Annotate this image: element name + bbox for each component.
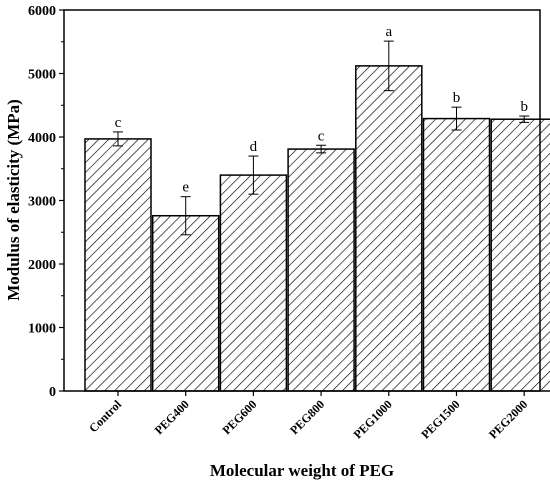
y-tick-label: 5000 bbox=[28, 68, 56, 83]
significance-label: e bbox=[182, 180, 189, 196]
y-axis: 0 1000 2000 3000 4000 5000 6000 bbox=[28, 4, 64, 400]
x-tick-label: PEG1000 bbox=[351, 397, 395, 441]
y-tick-label: 1000 bbox=[28, 322, 56, 337]
x-tick-label: PEG1500 bbox=[418, 397, 462, 441]
error-bar-control bbox=[113, 131, 123, 147]
error-bar-peg2000 bbox=[519, 115, 530, 123]
significance-label: b bbox=[520, 99, 528, 115]
significance-labels-group: c e d c a b b bbox=[115, 24, 528, 196]
bar-control bbox=[84, 138, 152, 392]
significance-label: b bbox=[453, 90, 461, 106]
x-axis-title: Molecular weight of PEG bbox=[210, 461, 394, 480]
error-bar-peg600 bbox=[248, 155, 259, 195]
error-bar-peg800 bbox=[316, 144, 327, 154]
y-tick-label: 4000 bbox=[28, 131, 56, 146]
bars-group bbox=[84, 65, 550, 392]
bar-peg400 bbox=[151, 214, 220, 392]
x-tick-label: PEG600 bbox=[219, 397, 259, 437]
significance-label: a bbox=[385, 24, 392, 40]
x-tick-label: Control bbox=[86, 397, 124, 435]
bar-peg800 bbox=[287, 148, 355, 392]
bar-peg600 bbox=[219, 174, 288, 392]
x-axis: Control PEG400 PEG600 PEG800 PEG1000 PEG1500 P… bbox=[86, 391, 530, 442]
y-tick-label: 3000 bbox=[28, 195, 56, 210]
bar-peg1000 bbox=[355, 65, 423, 392]
y-tick-label: 0 bbox=[49, 385, 56, 400]
x-tick-label: PEG2000 bbox=[486, 397, 530, 441]
y-axis-title: Modulus of elasticity (MPa) bbox=[4, 99, 23, 301]
error-bar-peg1000 bbox=[383, 40, 394, 92]
error-bar-peg400 bbox=[180, 196, 191, 236]
x-tick-label: PEG400 bbox=[152, 397, 192, 437]
significance-label: c bbox=[115, 115, 122, 131]
bar-peg2000 bbox=[490, 118, 550, 392]
significance-label: d bbox=[250, 139, 258, 155]
significance-label: c bbox=[318, 128, 325, 144]
x-tick-label: PEG800 bbox=[287, 397, 327, 437]
y-tick-label: 2000 bbox=[28, 258, 56, 273]
error-bars-group bbox=[113, 40, 530, 236]
bar-peg1500 bbox=[422, 117, 491, 392]
error-bar-peg1500 bbox=[451, 106, 462, 131]
y-tick-label: 6000 bbox=[28, 4, 56, 19]
